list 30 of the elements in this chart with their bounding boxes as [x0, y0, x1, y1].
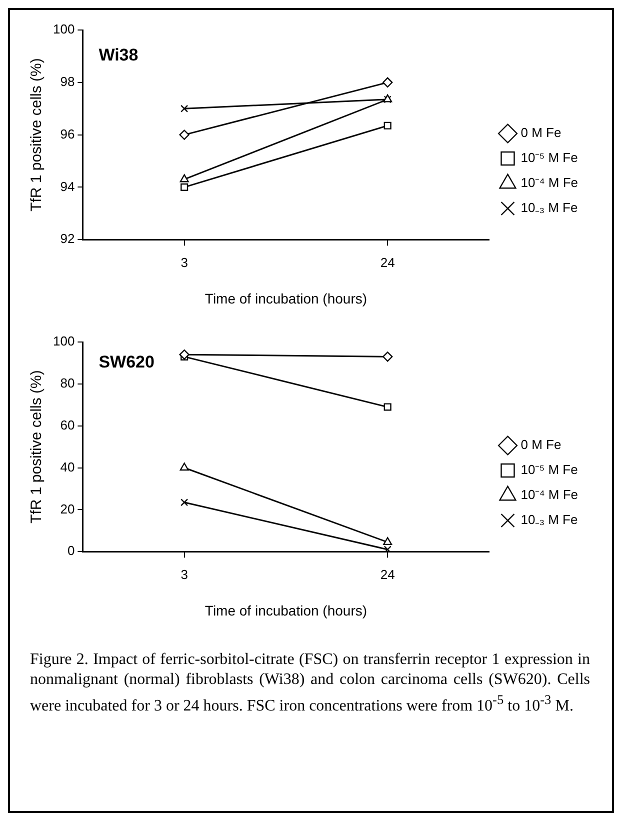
text: Wi38 [98, 46, 138, 65]
x-axis-title: Time of incubation (hours) [204, 602, 368, 618]
legend-label: 0 M Fe [520, 125, 562, 140]
legend-label: 10₋₃ M Fe [520, 200, 578, 216]
legend-label: 10⁻⁴ M Fe [520, 487, 578, 502]
y-tick-label: 98 [60, 74, 75, 89]
y-axis-title: TfR 1 positive cells (%) [28, 370, 46, 524]
y-tick-label: 96 [60, 126, 75, 142]
x-axis-title: Time of incubation (hours) [204, 290, 368, 306]
x-tick-label: 3 [180, 254, 188, 270]
y-tick-label: 100 [52, 22, 75, 37]
legend-label: 10⁻⁵ M Fe [520, 462, 578, 478]
y-tick-label: 100 [52, 334, 75, 349]
y-tick-label: 80 [60, 376, 75, 390]
legend-label: 10⁻⁴ M Fe [520, 175, 578, 190]
y-tick-label: 0 [67, 543, 75, 558]
y-tick-label: 40 [60, 459, 75, 474]
y-tick-label: 94 [60, 178, 75, 194]
legend-label: 0 M Fe [520, 437, 562, 452]
text: SW620 [98, 352, 154, 372]
y-axis-title: TfR 1 positive cells (%) [28, 58, 46, 212]
caption: Figure 2. Impact of ferric-sorbitol-citrate (FSC) on transferrin receptor 1 expression in nonmalignant (normal) fibroblasts (Wi38) and colon carcinoma cells (SW620). Cells were incubated for 3 or 24 hours. FSC iron concentrations were from 10$^{-5}$ to 10$^{-3}$ M. [30, 650, 590, 716]
legend-label: 10₋₃ M Fe [520, 512, 578, 528]
y-tick-label: 20 [60, 501, 75, 516]
x-tick-label: 24 [380, 566, 395, 582]
legend-label: 10⁻⁵ M Fe [520, 150, 578, 166]
x-tick-label: 24 [380, 254, 395, 270]
y-tick-label: 92 [60, 231, 75, 246]
y-tick-label: 60 [60, 417, 75, 432]
x-tick-label: 3 [180, 566, 188, 582]
